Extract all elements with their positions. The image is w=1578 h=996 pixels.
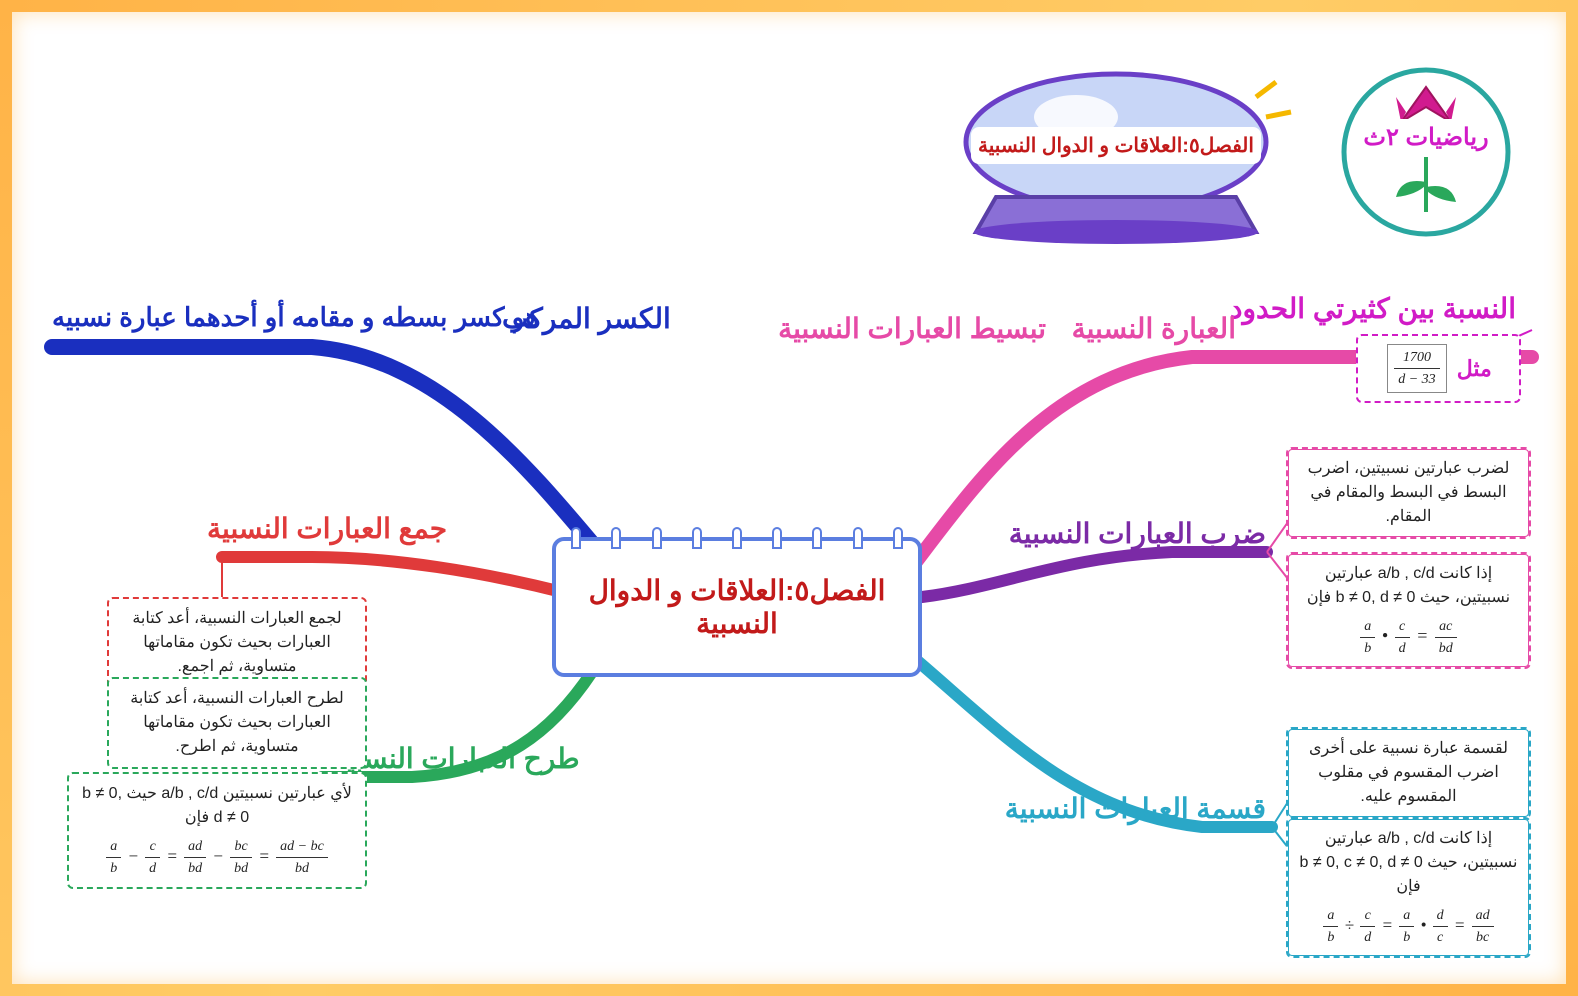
branch-divide-label: قسمة العبارات النسبية xyxy=(1005,792,1266,825)
course-badge: رياضيات ٢ث xyxy=(1341,67,1511,237)
ratio-den: d − 33 xyxy=(1394,369,1439,390)
branch-compound-desc: هو كسر بسطه و مقامه أو أحدهما عبارة نسبي… xyxy=(52,302,539,333)
branch-add-label: جمع العبارات النسبية xyxy=(207,512,447,545)
ratio-example-box: مثل 1700 d − 33 xyxy=(1356,334,1521,403)
add-note: لجمع العبارات النسبية، أعد كتابة العبارا… xyxy=(107,597,367,689)
multiply-note2-text: إذا كانت a/b , c/d عبارتين نسبيتين، حيث … xyxy=(1298,562,1519,610)
subtract-note2-text: لأي عبارتين نسبيتين a/b , c/d حيث b ≠ 0,… xyxy=(79,782,355,830)
ratio-sub-label: مثل xyxy=(1457,352,1492,385)
divide-note2: إذا كانت a/b , c/d عبارتين نسبيتين، حيث … xyxy=(1286,817,1531,958)
branch-multiply-label: ضرب العبارات النسبية xyxy=(1009,517,1266,550)
branch-ratio-label: النسبة بين كثيرتي الحدود xyxy=(1230,292,1516,325)
subtract-note2: لأي عبارتين نسبيتين a/b , c/d حيث b ≠ 0,… xyxy=(67,772,367,889)
multiply-note1: لضرب عبارتين نسبيتين، اضرب البسط في البس… xyxy=(1286,447,1531,539)
crystal-header: الفصل٥:العلاقات و الدوال النسبية xyxy=(926,67,1306,247)
branch-expr-label2: تبسيط العبارات النسبية xyxy=(778,312,1046,345)
mindmap-canvas: رياضيات ٢ث الفصل٥:العلاقات و الدوال النس… xyxy=(12,12,1566,984)
center-title: الفصل٥:العلاقات و الدوال النسبية xyxy=(556,574,918,640)
crystal-title: الفصل٥:العلاقات و الدوال النسبية xyxy=(971,127,1261,164)
divide-note2-text: إذا كانت a/b , c/d عبارتين نسبيتين، حيث … xyxy=(1298,827,1519,899)
center-topic: الفصل٥:العلاقات و الدوال النسبية xyxy=(552,537,922,677)
subtract-note1: لطرح العبارات النسبية، أعد كتابة العبارا… xyxy=(107,677,367,769)
course-badge-text: رياضيات ٢ث xyxy=(1361,119,1491,156)
multiply-note2: إذا كانت a/b , c/d عبارتين نسبيتين، حيث … xyxy=(1286,552,1531,669)
branch-expr-label1: العبارة النسبية xyxy=(1072,312,1236,345)
divide-note1: لقسمة عبارة نسبية على أخرى اضرب المقسوم … xyxy=(1286,727,1531,819)
ratio-num: 1700 xyxy=(1394,347,1439,369)
branch-subtract-label: طرح العبارات النسبية xyxy=(332,742,579,775)
